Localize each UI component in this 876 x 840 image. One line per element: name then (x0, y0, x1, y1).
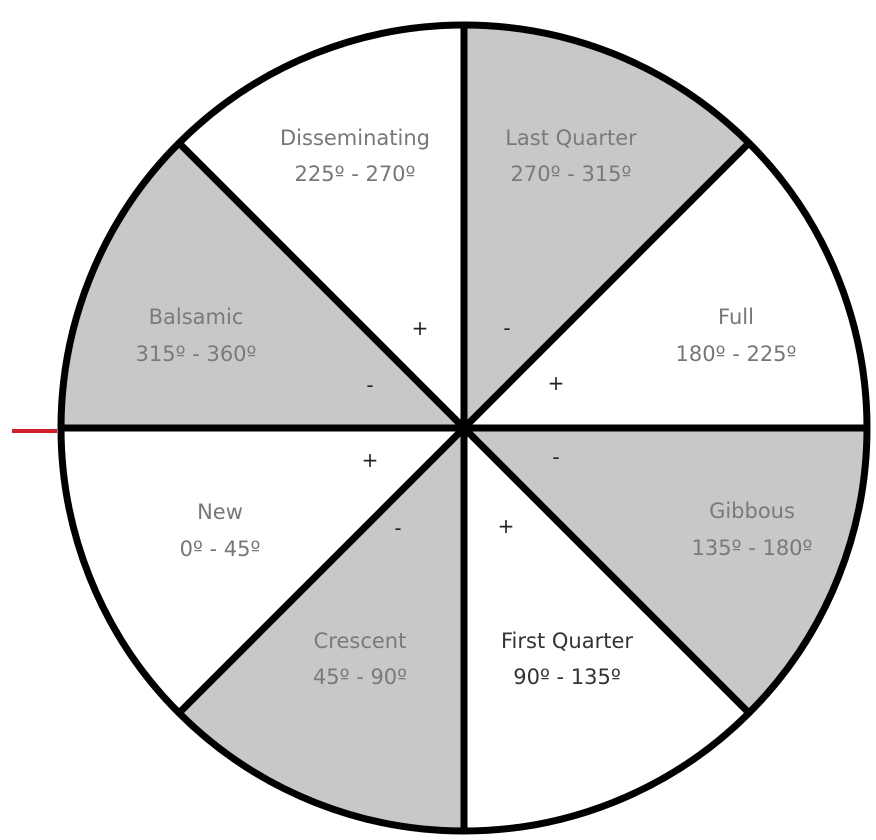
range-last-quarter: 270º - 315º (511, 162, 632, 186)
sign-balsamic-minus: - (366, 373, 373, 397)
sign-disseminating-plus: + (412, 316, 429, 340)
sector-gibbous (464, 428, 867, 713)
sector-full (464, 143, 867, 428)
label-balsamic: Balsamic (149, 305, 244, 329)
sector-disseminating (179, 24, 464, 428)
range-disseminating: 225º - 270º (295, 162, 416, 186)
sector-crescent (179, 428, 464, 831)
sign-first-quarter-plus: + (498, 514, 515, 538)
label-disseminating: Disseminating (280, 126, 430, 150)
sector-first-quarter (464, 428, 749, 831)
sign-crescent-minus: - (394, 516, 401, 540)
center-dot (457, 421, 471, 435)
sign-last-quarter-minus: - (503, 316, 510, 340)
range-full: 180º - 225º (676, 342, 797, 366)
range-gibbous: 135º - 180º (692, 536, 813, 560)
sign-full-plus: + (548, 371, 565, 395)
sector-last-quarter (464, 24, 749, 428)
label-last-quarter: Last Quarter (505, 126, 637, 150)
label-gibbous: Gibbous (709, 499, 795, 523)
range-first-quarter: 90º - 135º (513, 665, 621, 689)
sign-new-plus: + (362, 448, 379, 472)
sector-new (60, 428, 464, 713)
label-full: Full (718, 305, 754, 329)
range-crescent: 45º - 90º (313, 665, 407, 689)
range-balsamic: 315º - 360º (136, 342, 257, 366)
range-new: 0º - 45º (180, 537, 261, 561)
outer-circle (57, 21, 871, 835)
label-new: New (197, 500, 243, 524)
label-first-quarter: First Quarter (501, 629, 633, 653)
sector-balsamic (60, 143, 464, 428)
label-crescent: Crescent (314, 629, 407, 653)
sign-gibbous-minus: - (552, 445, 559, 469)
